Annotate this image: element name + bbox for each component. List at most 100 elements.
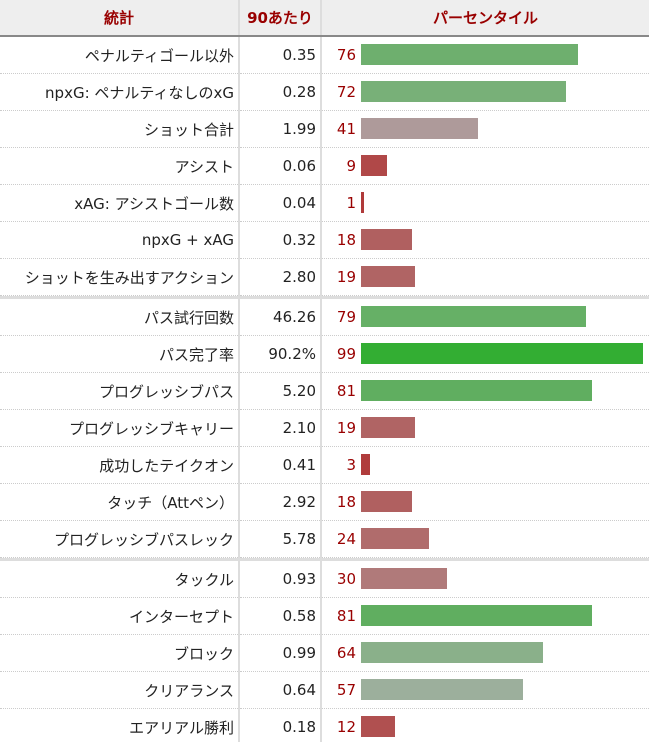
- table-row: 成功したテイクオン 0.41 3: [0, 446, 649, 484]
- table-row: アシスト 0.06 9: [0, 147, 649, 185]
- percentile-value: 79: [336, 308, 356, 326]
- table-row: ペナルティゴール以外 0.35 76: [0, 36, 649, 74]
- percentile-cell: 19: [321, 409, 649, 447]
- header-per90[interactable]: 90あたり: [239, 0, 322, 37]
- percentile-value: 41: [336, 120, 356, 138]
- per90-value: 0.06: [239, 147, 322, 185]
- percentile-value: 9: [346, 157, 356, 175]
- table-row: パス試行回数 46.26 79: [0, 299, 649, 336]
- percentile-bar: [361, 716, 396, 737]
- per90-value: 90.2%: [239, 335, 322, 373]
- percentile-bar: [361, 528, 430, 549]
- percentile-value: 57: [336, 681, 356, 699]
- table-row: エアリアル勝利 0.18 12: [0, 708, 649, 742]
- group-separator: [0, 557, 649, 561]
- stat-name: npxG + xAG: [0, 221, 240, 259]
- stat-name: インターセプト: [0, 597, 240, 635]
- stat-name: ショット合計: [0, 110, 240, 148]
- table-row: ショットを生み出すアクション 2.80 19: [0, 258, 649, 296]
- table-row: npxG: ペナルティなしのxG 0.28 72: [0, 73, 649, 111]
- table-row: npxG + xAG 0.32 18: [0, 221, 649, 259]
- percentile-bar: [361, 679, 524, 700]
- percentile-cell: 81: [321, 597, 649, 635]
- stat-name: xAG: アシストゴール数: [0, 184, 240, 222]
- per90-value: 0.18: [239, 708, 322, 742]
- percentile-bar: [361, 118, 478, 139]
- per90-value: 1.99: [239, 110, 322, 148]
- per90-value: 2.80: [239, 258, 322, 296]
- stat-name: ブロック: [0, 634, 240, 672]
- percentile-value: 76: [336, 46, 356, 64]
- stat-name: プログレッシブパス: [0, 372, 240, 410]
- header-percentile[interactable]: パーセンタイル: [321, 0, 649, 37]
- percentile-cell: 79: [321, 299, 649, 336]
- table-row: タックル 0.93 30: [0, 561, 649, 598]
- table-row: タッチ（Attペン） 2.92 18: [0, 483, 649, 521]
- percentile-value: 1: [346, 194, 356, 212]
- percentile-bar: [361, 491, 413, 512]
- per90-value: 2.92: [239, 483, 322, 521]
- percentile-cell: 64: [321, 634, 649, 672]
- percentile-bar: [361, 417, 416, 438]
- per90-value: 0.35: [239, 36, 322, 74]
- percentile-cell: 30: [321, 561, 649, 598]
- per90-value: 0.32: [239, 221, 322, 259]
- stat-name: ショットを生み出すアクション: [0, 258, 240, 296]
- percentile-bar: [361, 306, 587, 327]
- percentile-bar: [361, 380, 592, 401]
- per90-value: 2.10: [239, 409, 322, 447]
- percentile-value: 24: [336, 530, 356, 548]
- per90-value: 5.78: [239, 520, 322, 558]
- percentile-bar: [361, 266, 416, 287]
- percentile-bar: [361, 44, 578, 65]
- percentile-cell: 72: [321, 73, 649, 111]
- percentile-cell: 24: [321, 520, 649, 558]
- table-row: インターセプト 0.58 81: [0, 597, 649, 635]
- stat-name: クリアランス: [0, 671, 240, 709]
- percentile-cell: 18: [321, 483, 649, 521]
- percentile-cell: 57: [321, 671, 649, 709]
- percentile-value: 18: [336, 493, 356, 511]
- table-row: ブロック 0.99 64: [0, 634, 649, 672]
- table-row: xAG: アシストゴール数 0.04 1: [0, 184, 649, 222]
- percentile-cell: 81: [321, 372, 649, 410]
- percentile-cell: 76: [321, 36, 649, 74]
- per90-value: 5.20: [239, 372, 322, 410]
- stat-name: エアリアル勝利: [0, 708, 240, 742]
- per90-value: 0.58: [239, 597, 322, 635]
- stat-name: 成功したテイクオン: [0, 446, 240, 484]
- percentile-value: 72: [336, 83, 356, 101]
- stat-name: パス試行回数: [0, 299, 240, 336]
- stat-name: npxG: ペナルティなしのxG: [0, 73, 240, 111]
- table-row: プログレッシブパスレック 5.78 24: [0, 520, 649, 558]
- percentile-bar: [361, 155, 387, 176]
- table-row: プログレッシブパス 5.20 81: [0, 372, 649, 410]
- percentile-cell: 18: [321, 221, 649, 259]
- header-stat[interactable]: 統計: [0, 0, 240, 37]
- percentile-bar: [361, 343, 644, 364]
- percentile-bar: [361, 81, 567, 102]
- stat-name: プログレッシブキャリー: [0, 409, 240, 447]
- percentile-value: 64: [336, 644, 356, 662]
- percentile-cell: 1: [321, 184, 649, 222]
- percentile-cell: 12: [321, 708, 649, 742]
- percentile-value: 12: [336, 718, 356, 736]
- separator-cell: [0, 557, 649, 561]
- stat-name: タックル: [0, 561, 240, 598]
- per90-value: 0.04: [239, 184, 322, 222]
- table-row: プログレッシブキャリー 2.10 19: [0, 409, 649, 447]
- stat-name: ペナルティゴール以外: [0, 36, 240, 74]
- stat-name: プログレッシブパスレック: [0, 520, 240, 558]
- percentile-bar: [361, 192, 364, 213]
- percentile-cell: 3: [321, 446, 649, 484]
- per90-value: 46.26: [239, 299, 322, 336]
- per90-value: 0.99: [239, 634, 322, 672]
- per90-value: 0.28: [239, 73, 322, 111]
- percentile-bar: [361, 605, 592, 626]
- percentile-bar: [361, 454, 370, 475]
- percentile-value: 30: [336, 570, 356, 588]
- percentile-value: 3: [346, 456, 356, 474]
- stat-name: アシスト: [0, 147, 240, 185]
- per90-value: 0.41: [239, 446, 322, 484]
